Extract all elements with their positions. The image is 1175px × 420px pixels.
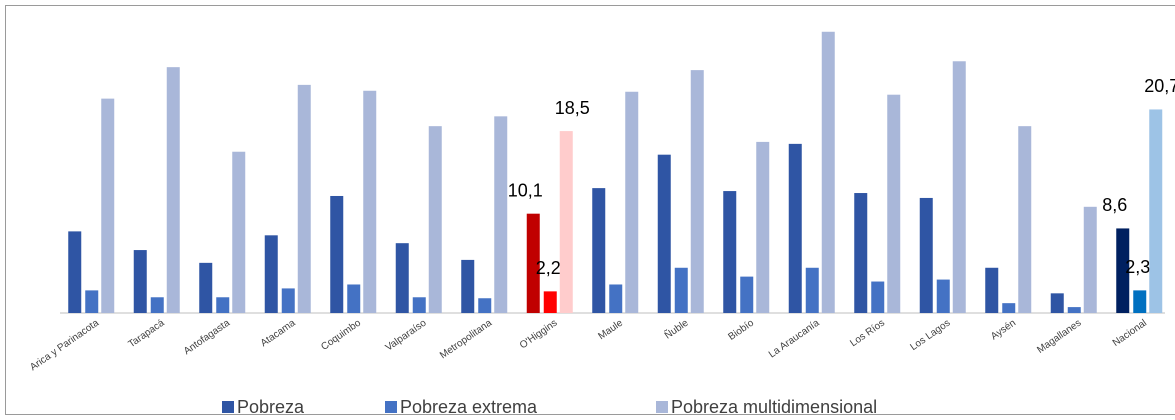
x-tick-label: Metropolitana <box>438 317 494 361</box>
data-label: 2,3 <box>1125 257 1150 277</box>
bar <box>559 131 573 313</box>
legend-label: Pobreza extrema <box>400 397 538 417</box>
legend-swatch <box>385 401 397 413</box>
bar <box>133 250 147 313</box>
x-tick-label: Valparaíso <box>384 317 429 353</box>
x-tick-label: O'Higgins <box>518 318 560 352</box>
bar <box>854 193 868 313</box>
bar <box>478 298 492 313</box>
legend-label: Pobreza multidimensional <box>671 397 877 417</box>
bar <box>412 297 426 313</box>
x-tick-label: Tarapacá <box>126 317 166 350</box>
x-tick-label: Coquimbo <box>319 317 363 352</box>
bar <box>1067 307 1081 313</box>
legend-swatch <box>222 401 234 413</box>
bar <box>592 188 606 313</box>
bar <box>216 297 230 313</box>
bar <box>395 243 409 313</box>
x-tick-label: Atacama <box>259 317 298 349</box>
x-tick-label: Ñuble <box>662 316 691 342</box>
bar <box>1002 303 1016 313</box>
bar <box>805 267 819 313</box>
x-tick-label: Biobío <box>726 317 756 343</box>
bar <box>494 116 508 313</box>
data-label: 18,5 <box>555 98 590 118</box>
bar <box>68 231 82 313</box>
bar <box>428 126 442 314</box>
bar <box>788 143 802 313</box>
x-tick-label: Nacional <box>1111 318 1149 349</box>
x-tick-label: Maule <box>596 317 625 342</box>
bar <box>674 267 688 313</box>
bar <box>1083 206 1097 313</box>
bar <box>543 291 557 313</box>
bar <box>101 98 115 313</box>
bar <box>690 70 704 313</box>
bar <box>723 191 737 313</box>
bar <box>609 284 623 313</box>
bar <box>264 235 278 313</box>
x-tick-label: Arica y Parinacota <box>28 317 101 373</box>
bar <box>232 151 246 313</box>
legend-label: Pobreza <box>237 397 305 417</box>
bar <box>1149 109 1163 313</box>
bar <box>281 288 295 313</box>
data-label: 8,6 <box>1102 195 1127 215</box>
data-label: 10,1 <box>508 180 543 200</box>
x-tick-label: Los Ríos <box>848 318 887 350</box>
bar <box>985 267 999 313</box>
bar <box>363 90 377 314</box>
bar <box>1018 126 1032 314</box>
bar <box>347 284 361 313</box>
chart-border <box>5 5 1175 415</box>
bar <box>1133 290 1147 313</box>
legend-swatch <box>656 401 668 413</box>
bar <box>657 154 671 313</box>
bar <box>887 94 901 313</box>
bar <box>1116 228 1130 313</box>
x-tick-label: Los Lagos <box>908 318 952 353</box>
bar <box>297 84 311 313</box>
bar <box>461 259 475 313</box>
x-tick-label: Antofagasta <box>182 317 232 357</box>
bar <box>1050 293 1064 313</box>
x-tick-label: Aysén <box>989 318 1018 343</box>
bar <box>936 279 950 313</box>
bar <box>330 195 344 313</box>
data-label: 20,7 <box>1144 76 1175 96</box>
bar <box>952 61 966 314</box>
bar <box>199 262 213 313</box>
x-tick-label: Magallanes <box>1035 318 1083 356</box>
bar <box>871 281 885 313</box>
bar <box>85 290 99 313</box>
x-tick-label: La Araucanía <box>767 317 822 360</box>
bar <box>526 213 540 313</box>
bar <box>740 276 754 313</box>
bar <box>150 297 164 313</box>
data-label: 2,2 <box>536 258 561 278</box>
bar <box>919 197 933 313</box>
bar <box>756 141 770 313</box>
bar <box>166 67 180 314</box>
bar <box>821 31 835 314</box>
bar <box>625 91 639 313</box>
